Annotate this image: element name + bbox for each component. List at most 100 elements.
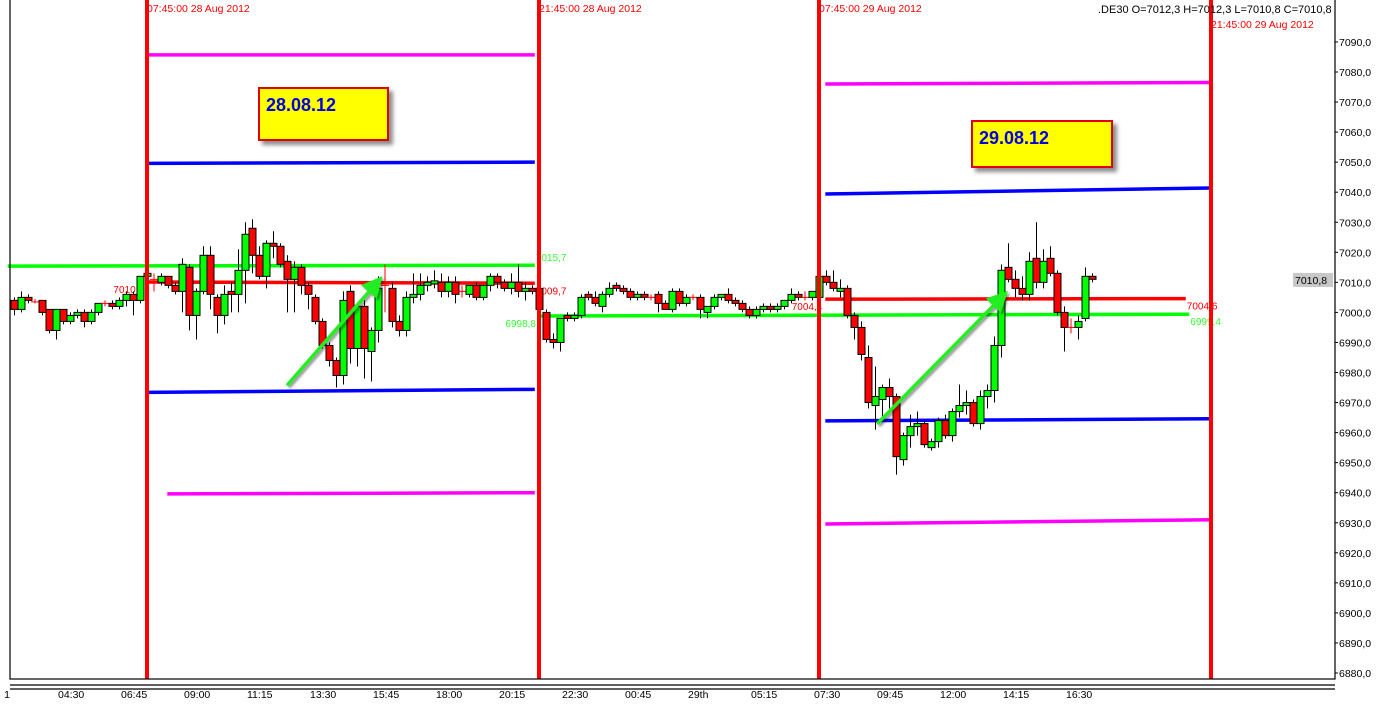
- bear-candle: [885, 387, 894, 398]
- time-tick-label: 13:30: [310, 689, 336, 701]
- bull-candle: [1039, 260, 1048, 283]
- bear-candle: [206, 254, 215, 295]
- bear-candle: [850, 314, 859, 328]
- bull-candle: [73, 311, 82, 316]
- bear-candle: [451, 281, 460, 295]
- price-tick-label: 6880,0: [1339, 668, 1371, 680]
- price-tick-label: 7080,0: [1339, 67, 1371, 79]
- bear-candle: [1088, 275, 1097, 280]
- bear-candle: [164, 275, 173, 286]
- date-annotation-box[interactable]: 28.08.12: [258, 87, 389, 141]
- bear-candle: [1018, 287, 1027, 295]
- bear-candle: [248, 227, 257, 256]
- bull-candle: [983, 390, 992, 398]
- bull-candle: [136, 275, 145, 301]
- bull-candle: [913, 423, 922, 428]
- bull-candle: [479, 284, 488, 298]
- bull-candle: [192, 290, 201, 316]
- bear-candle: [304, 284, 313, 295]
- bear-candle: [1004, 266, 1013, 280]
- bull-candle: [521, 287, 530, 292]
- price-tick-label: 7000,0: [1339, 307, 1371, 319]
- bull-candle: [262, 242, 271, 277]
- level-line-green: [538, 312, 1190, 318]
- bull-candle: [367, 329, 376, 352]
- bear-candle: [129, 293, 138, 301]
- bull-candle: [486, 275, 495, 286]
- time-tick-label: 05:15: [751, 689, 777, 701]
- time-tick-label: 20:15: [499, 689, 525, 701]
- price-tick-label: 6990,0: [1339, 337, 1371, 349]
- bear-candle: [738, 302, 747, 310]
- bear-candle: [38, 299, 47, 313]
- level-line-blue: [825, 417, 1213, 423]
- bull-candle: [836, 287, 845, 292]
- level-label: 7009,7: [536, 286, 567, 297]
- bear-candle: [864, 356, 873, 404]
- bull-candle: [220, 293, 229, 316]
- level-label: 6998,8: [505, 319, 536, 330]
- time-axis[interactable]: 1 04:30 06:45 09:00 11:15 13:30 15:45 18:00 20:1…: [4, 689, 1092, 701]
- chart-frame: [9, 0, 1336, 690]
- bull-candle: [780, 299, 789, 307]
- bull-candle: [66, 314, 75, 322]
- bear-candle: [332, 359, 341, 377]
- bear-candle: [437, 281, 446, 292]
- price-tick-label: 6980,0: [1339, 368, 1371, 380]
- level-line-blue: [146, 160, 535, 166]
- bull-candle: [339, 299, 348, 377]
- price-axis[interactable]: 7090,0 7080,0 7070,0 7060,0 7050,0 7040,0 7030…: [1293, 37, 1371, 680]
- bear-candle: [661, 302, 670, 310]
- trend-arrows: [285, 276, 1009, 426]
- symbol-ohlc-readout: .DE30 O=7012,3 H=7012,3 L=7010,8 C=7010,…: [1098, 4, 1332, 16]
- bull-candle: [241, 233, 250, 271]
- bull-candle: [948, 411, 957, 437]
- time-tick-label: 15:45: [373, 689, 399, 701]
- bear-candle: [10, 299, 19, 310]
- time-tick-label: 18:00: [436, 689, 462, 701]
- price-tick-label: 6930,0: [1339, 518, 1371, 530]
- bull-candle: [710, 296, 719, 307]
- plot-border: [9, 0, 1336, 680]
- bear-candle: [1060, 311, 1069, 328]
- bear-candle: [500, 281, 509, 289]
- bear-candle: [969, 402, 978, 425]
- price-tick-label: 6910,0: [1339, 578, 1371, 590]
- bear-candle: [276, 245, 285, 265]
- price-tick-label: 6970,0: [1339, 398, 1371, 410]
- bear-candle: [843, 287, 852, 316]
- bear-candle: [640, 293, 649, 298]
- bull-candle: [374, 287, 383, 331]
- bull-candle: [423, 281, 432, 286]
- bear-candle: [360, 305, 369, 349]
- time-tick-label: 09:45: [877, 689, 903, 701]
- price-tick-label: 6950,0: [1339, 458, 1371, 470]
- bull-candle: [1074, 320, 1083, 328]
- level-label: 7004,4: [792, 302, 823, 313]
- bull-candle: [234, 269, 243, 295]
- price-tick-label: 6900,0: [1339, 608, 1371, 620]
- bear-candle: [213, 296, 222, 316]
- bull-candle: [668, 290, 677, 310]
- bull-candle: [556, 317, 565, 343]
- bull-candle: [416, 284, 425, 295]
- bear-candle: [829, 281, 838, 289]
- level-line-red: [825, 296, 1186, 301]
- bull-candle: [94, 302, 103, 313]
- bull-candle: [1025, 260, 1034, 295]
- price-tick-label: 7040,0: [1339, 187, 1371, 199]
- bull-candle: [52, 308, 61, 331]
- date-annotation-box[interactable]: 29.08.12: [971, 120, 1113, 168]
- level-line-magenta: [167, 490, 535, 496]
- bear-candle: [395, 320, 404, 331]
- time-tick-label: 09:00: [184, 689, 210, 701]
- bear-candle: [542, 311, 551, 340]
- bull-candle: [976, 396, 985, 425]
- bull-candle: [409, 293, 418, 298]
- level-line-blue: [146, 387, 535, 395]
- bull-candle: [465, 284, 474, 295]
- bull-candle: [570, 314, 579, 319]
- time-tick-label: 06:45: [121, 689, 147, 701]
- price-tick-label: 7010,0: [1339, 277, 1371, 289]
- time-tick-label: 12:00: [940, 689, 966, 701]
